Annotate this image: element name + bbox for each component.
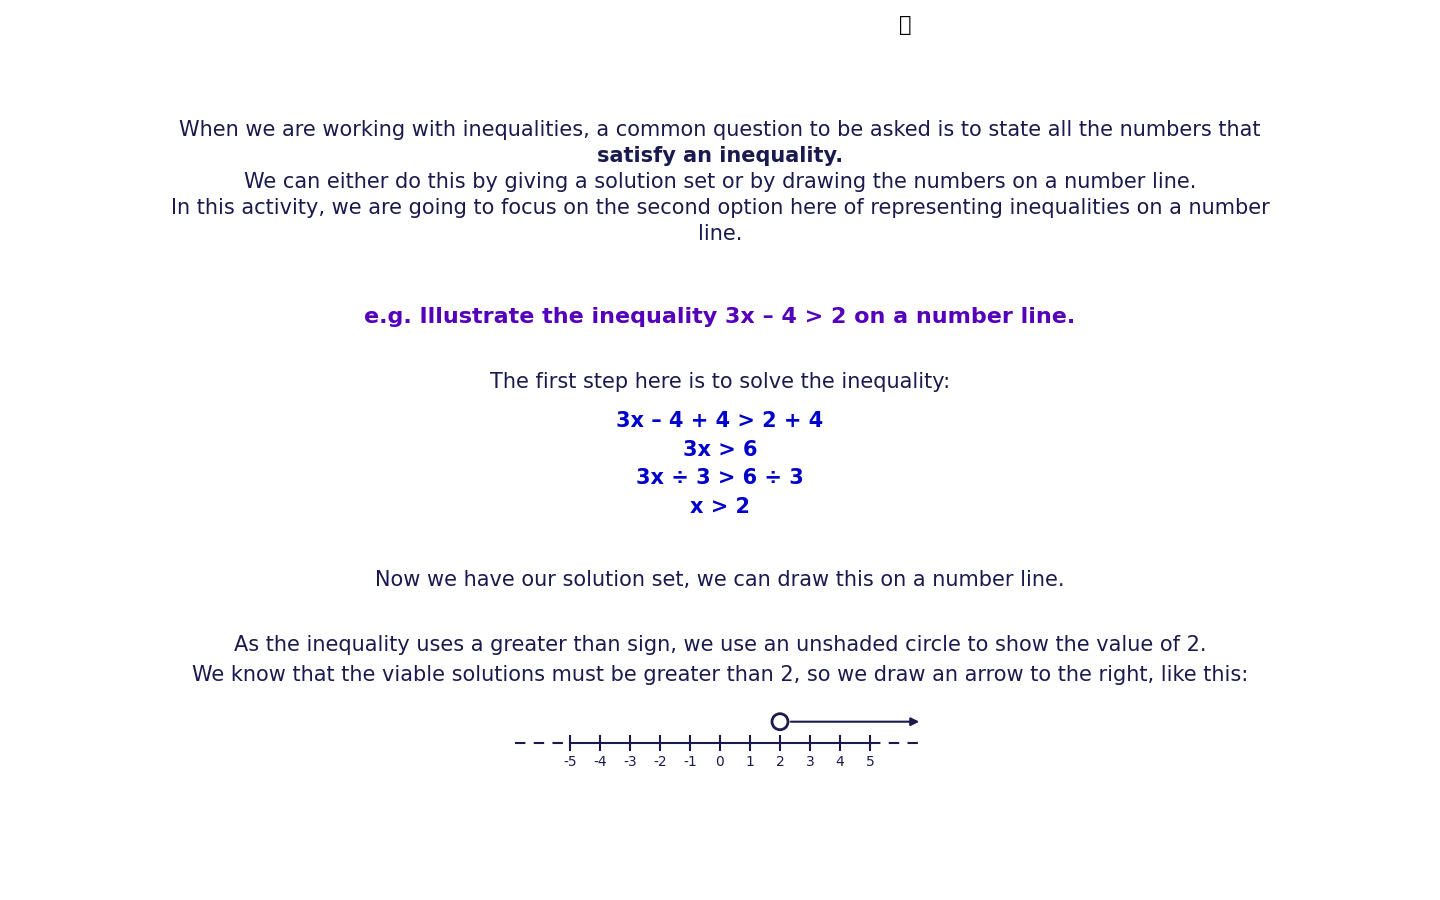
- Text: Get started for free: Get started for free: [720, 60, 888, 75]
- Text: ⊟: ⊟: [1054, 30, 1066, 42]
- Text: -1: -1: [683, 755, 697, 769]
- Text: We can either do this by giving a solution set or by drawing the numbers on a nu: We can either do this by giving a soluti…: [243, 172, 1197, 192]
- Text: 3x ÷ 3 > 6 ÷ 3: 3x ÷ 3 > 6 ÷ 3: [636, 468, 804, 489]
- Text: ✕: ✕: [1070, 7, 1080, 21]
- Text: ⟶  Exit activity: ⟶ Exit activity: [42, 16, 174, 34]
- Text: For full tracking and unlimited access to thousands of activities: For full tracking and unlimited access t…: [229, 60, 720, 75]
- Text: 🏆: 🏆: [899, 15, 912, 35]
- Text: 3x – 4 + 4 > 2 + 4: 3x – 4 + 4 > 2 + 4: [616, 411, 824, 431]
- Circle shape: [772, 714, 788, 730]
- Text: 0: 0: [716, 755, 724, 769]
- Text: 3: 3: [805, 755, 815, 769]
- Text: Now we have our solution set, we can draw this on a number line.: Now we have our solution set, we can dra…: [376, 570, 1064, 590]
- Text: -4: -4: [593, 755, 606, 769]
- Text: -2: -2: [654, 755, 667, 769]
- Text: When we are working with inequalities, a common question to be asked is to state: When we are working with inequalities, a…: [179, 120, 1261, 140]
- Text: The first step here is to solve the inequality:: The first step here is to solve the ineq…: [490, 373, 950, 392]
- Text: line.: line.: [698, 224, 742, 244]
- Text: Preview: Solve Inequalities (on a number line): Preview: Solve Inequalities (on a number…: [448, 15, 992, 35]
- Text: -3: -3: [624, 755, 636, 769]
- Text: As the inequality uses a greater than sign, we use an unshaded circle to show th: As the inequality uses a greater than si…: [233, 634, 1207, 655]
- Text: -5: -5: [563, 755, 577, 769]
- Text: 1: 1: [746, 755, 755, 769]
- Text: 5: 5: [865, 755, 874, 769]
- Text: satisfy an inequality.: satisfy an inequality.: [598, 146, 842, 166]
- Text: In this activity, we are going to focus on the second option here of representin: In this activity, we are going to focus …: [170, 198, 1270, 218]
- Text: 0: 0: [844, 17, 854, 32]
- Text: We know that the viable solutions must be greater than 2, so we draw an arrow to: We know that the viable solutions must b…: [192, 665, 1248, 685]
- Text: 2: 2: [776, 755, 785, 769]
- Text: 3x > 6: 3x > 6: [683, 440, 757, 460]
- Text: x > 2: x > 2: [690, 497, 750, 517]
- Text: • •: • •: [1050, 9, 1066, 19]
- Text: 4: 4: [835, 755, 844, 769]
- Text: e.g. Illustrate the inequality 3x – 4 > 2 on a number line.: e.g. Illustrate the inequality 3x – 4 > …: [364, 307, 1076, 328]
